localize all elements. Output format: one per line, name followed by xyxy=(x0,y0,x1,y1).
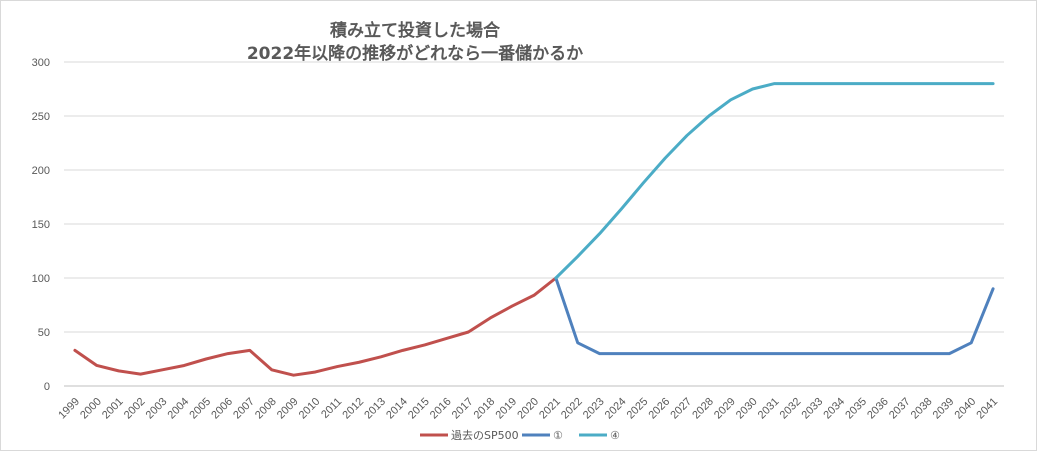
x-tick-label: 2025 xyxy=(625,396,651,422)
x-tick-label: 2019 xyxy=(493,396,519,422)
series-lines xyxy=(73,82,995,377)
x-tick-label: 2035 xyxy=(843,396,869,422)
y-tick-label: 0 xyxy=(44,381,50,393)
x-tick-label: 2012 xyxy=(340,396,366,422)
x-tick-label: 2006 xyxy=(209,396,235,422)
x-tick-label: 2009 xyxy=(275,396,301,422)
y-tick-label: 200 xyxy=(32,165,50,177)
series-line-1 xyxy=(73,276,558,377)
x-tick-label: 1999 xyxy=(56,396,82,422)
x-tick-label: 2021 xyxy=(537,396,563,422)
x-tick-label: 2013 xyxy=(362,396,388,422)
legend-label: ① xyxy=(553,429,563,442)
x-tick-label: 2017 xyxy=(450,396,476,422)
x-tick-label: 2002 xyxy=(122,396,148,422)
x-tick-label: 2014 xyxy=(384,396,410,422)
x-tick-label: 2030 xyxy=(734,396,760,422)
x-tick-label: 2032 xyxy=(778,396,804,422)
y-tick-label: 150 xyxy=(32,219,50,231)
y-tick-label: 250 xyxy=(32,111,50,123)
y-tick-label: 300 xyxy=(32,57,50,69)
y-tick-label: 50 xyxy=(38,327,50,339)
series-line-3 xyxy=(554,82,995,280)
x-tick-label: 2037 xyxy=(887,396,913,422)
legend-label: ④ xyxy=(610,429,620,442)
y-axis-ticks: 0 50 100 150 200 250 300 xyxy=(32,57,50,393)
x-tick-label: 2003 xyxy=(144,396,170,422)
x-axis-ticks: 1999200020012002200320042005200620072008… xyxy=(56,396,1000,422)
x-tick-label: 2026 xyxy=(646,396,672,422)
x-tick-label: 2022 xyxy=(559,396,585,422)
x-tick-label: 2031 xyxy=(756,396,782,422)
gridlines xyxy=(64,61,1004,387)
x-tick-label: 2028 xyxy=(690,396,716,422)
x-tick-label: 2036 xyxy=(865,396,891,422)
x-tick-label: 2001 xyxy=(100,396,126,422)
x-tick-label: 2038 xyxy=(909,396,935,422)
x-tick-label: 2039 xyxy=(931,396,957,422)
x-tick-label: 2010 xyxy=(297,396,323,422)
x-tick-label: 2041 xyxy=(974,396,1000,422)
x-tick-label: 2023 xyxy=(581,396,607,422)
x-tick-label: 2015 xyxy=(406,396,432,422)
legend-label: 過去のSP500 xyxy=(451,429,519,442)
x-tick-label: 2011 xyxy=(319,396,344,421)
x-tick-label: 2034 xyxy=(821,396,847,422)
x-tick-label: 2033 xyxy=(800,396,826,422)
chart-title: 積み立て投資した場合 xyxy=(330,21,500,41)
x-tick-label: 2020 xyxy=(515,396,541,422)
legend: 過去のSP500 ① ④ xyxy=(420,429,620,442)
x-tick-label: 2016 xyxy=(428,396,454,422)
x-tick-label: 2005 xyxy=(187,396,213,422)
x-tick-label: 2029 xyxy=(712,396,738,422)
chart-subtitle: 2022年以降の推移がどれなら一番儲かるか xyxy=(246,44,584,64)
x-tick-label: 2018 xyxy=(472,396,498,422)
x-tick-label: 2008 xyxy=(253,396,279,422)
x-tick-label: 2027 xyxy=(668,396,694,422)
x-tick-label: 2004 xyxy=(166,396,192,422)
x-tick-label: 2007 xyxy=(231,396,257,422)
x-tick-label: 2040 xyxy=(953,396,979,422)
series-line-2 xyxy=(554,276,995,356)
y-tick-label: 100 xyxy=(32,273,50,285)
x-tick-label: 2000 xyxy=(78,396,104,422)
x-tick-label: 2024 xyxy=(603,396,629,422)
